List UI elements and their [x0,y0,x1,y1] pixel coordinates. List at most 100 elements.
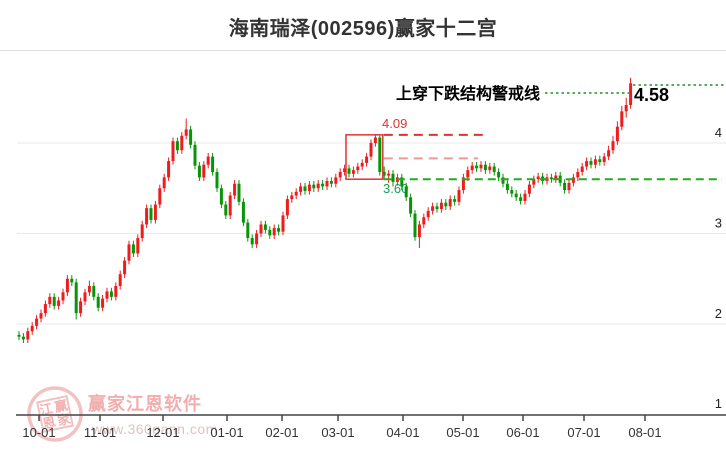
candle [268,229,272,236]
candle [360,162,364,167]
candle [607,150,611,157]
candle [39,313,43,319]
candle [123,260,127,275]
candle [461,177,465,191]
candle [57,300,61,306]
candle [224,204,228,216]
x-axis-label: 02-01 [265,425,298,440]
candle [83,292,87,302]
candle [180,135,184,151]
candle [74,282,78,314]
seal-char-3: 恩 [41,414,57,431]
candle [92,285,96,297]
candle [611,141,615,151]
candle [153,204,157,220]
candle [136,238,140,254]
candle [585,161,589,167]
candle [373,137,377,143]
candle [61,292,65,301]
candle [65,278,69,293]
x-axis-label: 05-01 [446,425,479,440]
box-price-label: 4.09 [382,116,407,131]
candle [118,274,122,286]
x-axis-label: 08-01 [628,425,661,440]
candle [316,183,320,189]
candle [285,199,289,216]
candle [593,159,597,165]
candle [519,197,523,201]
candle [378,137,382,172]
candle [497,171,501,178]
candle [70,278,74,283]
candle [206,156,210,165]
candle [448,199,452,207]
candle [343,168,347,172]
candle [492,166,496,172]
axes: 10-01 11-01 12-01 01-01 02-01 03-01 04-01 05-01… [16,125,726,440]
candle [79,301,83,314]
candle [131,244,135,254]
candle [615,126,619,142]
candle [580,166,584,172]
candle [431,206,435,211]
candle [347,168,351,174]
gridlines [17,142,726,325]
warning-line-text: 上穿下跌结构警戒线 [396,84,540,103]
candle [167,161,171,178]
candle [435,206,439,210]
candle [105,291,109,299]
candle [457,190,461,202]
candle [444,202,448,207]
candle [532,179,536,185]
candle [52,296,56,306]
candle [162,177,166,189]
candle [620,111,624,127]
candle [514,193,518,198]
candle [505,183,509,191]
candle [536,176,540,180]
candle [158,188,162,205]
candle [413,213,417,238]
candle [510,190,514,194]
candle [589,161,593,165]
y-axis-label: 1 [715,396,722,411]
candle [453,199,457,202]
candle [391,173,395,182]
candle [527,184,531,194]
candle [549,177,553,180]
candle [290,195,294,200]
candle [145,208,149,225]
candle [576,171,580,178]
candle [483,164,487,171]
candle [325,181,329,187]
candle [43,304,47,314]
candle [272,228,276,236]
candle [299,186,303,192]
candle [338,171,342,178]
candle [321,183,325,187]
candle [140,224,144,239]
candle [470,165,474,171]
candle [426,210,430,218]
candle [193,144,197,166]
candle [246,222,250,239]
candle [281,215,285,232]
candle [17,334,21,337]
candle [409,197,413,214]
candle [175,141,179,151]
candle [624,104,628,112]
candle [422,217,426,225]
candle [479,164,483,169]
candle [35,318,39,326]
candle [48,296,52,305]
candle [197,165,201,178]
candle [382,171,386,176]
candle [312,184,316,189]
candle [417,224,421,238]
x-axis-label: 11-01 [84,425,116,440]
x-axis-label: 01-01 [210,425,243,440]
x-axis-label: 12-01 [146,425,179,440]
candle [334,177,338,184]
candle [21,336,25,340]
